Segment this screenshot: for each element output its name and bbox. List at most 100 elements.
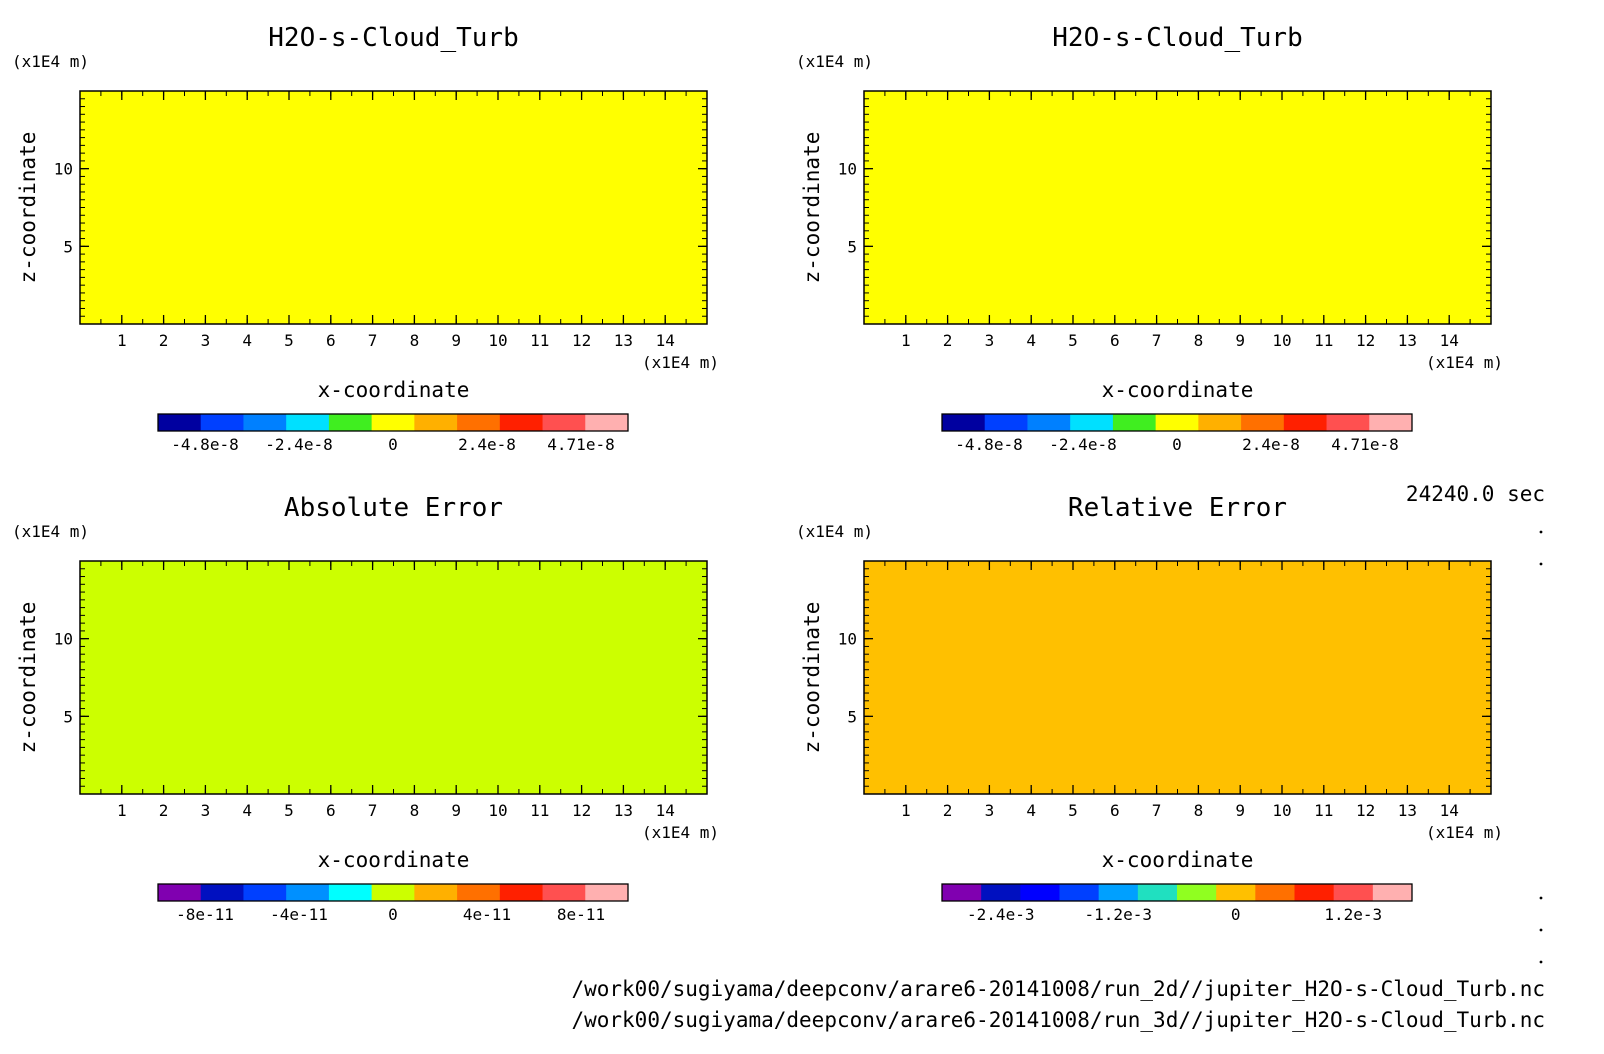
y-axis-label: z-coordinate [16,602,40,754]
colorbar-swatch [414,414,458,431]
colorbar-swatch [328,884,373,901]
x-tick-label: 3 [985,331,995,350]
x-tick-label: 4 [242,801,252,820]
x-axis-label: x-coordinate [1102,378,1254,402]
colorbar-swatch [1283,414,1328,431]
chart-panel-3: Absolute Error (x1E4 m) (x1E4 m) x-coordina… [12,493,719,924]
colorbar-label: -8e-11 [176,905,234,924]
x-tick-label: 10 [1272,331,1291,350]
y-axis-label: z-coordinate [16,132,40,284]
colorbar-swatch [585,884,629,901]
x-unit-label: (x1E4 m) [1426,823,1503,842]
margin-dot [1539,928,1543,932]
y-tick-label: 10 [838,630,857,649]
colorbar-swatch [243,414,287,431]
colorbar-swatch [942,884,982,901]
x-tick-label: 7 [1152,331,1162,350]
colorbar-label: 0 [1231,905,1241,924]
file-path-2: /work00/sugiyama/deepconv/arare6-2014100… [571,1008,1545,1032]
x-tick-label: 2 [159,331,169,350]
chart-panel-4: Relative Error (x1E4 m) (x1E4 m) x-coordina… [796,493,1503,924]
colorbar-swatch [200,884,244,901]
colorbar-label: 4.71e-8 [1331,435,1398,454]
x-tick-label: 9 [1235,331,1245,350]
plot-frame [79,560,708,795]
y-unit-label: (x1E4 m) [12,52,89,71]
x-tick-label: 5 [1068,331,1078,350]
x-tick-label: 2 [943,331,953,350]
x-tick-label: 7 [1152,801,1162,820]
y-tick-label: 10 [54,160,73,179]
colorbar-swatch [585,414,629,431]
y-unit-label: (x1E4 m) [796,52,873,71]
colorbar-swatch [1112,414,1157,431]
x-unit-label: (x1E4 m) [642,353,719,372]
x-tick-label: 12 [1356,801,1375,820]
colorbar-swatch [243,884,287,901]
colorbar-swatch [1369,414,1413,431]
x-tick-label: 6 [1110,331,1120,350]
x-tick-label: 4 [1026,801,1036,820]
x-tick-label: 8 [1194,331,1204,350]
colorbar-swatch [942,414,986,431]
colorbar-label: -4.8e-8 [171,435,238,454]
margin-dot [1539,530,1543,534]
colorbar-swatch [984,414,1028,431]
colorbar-swatch [499,884,544,901]
colorbar-swatch [1059,884,1100,901]
y-tick-label: 5 [847,237,857,256]
colorbar-label: 2.4e-8 [1242,435,1300,454]
colorbar-swatch [328,414,373,431]
y-axis-label: z-coordinate [800,602,824,754]
colorbar-swatch [1137,884,1178,901]
colorbar-swatch [981,884,1021,901]
x-tick-label: 9 [451,801,461,820]
plot-field [864,91,1491,324]
x-tick-label: 3 [201,331,211,350]
colorbar-swatch [1177,884,1217,901]
colorbar-frame [941,883,1413,902]
colorbar-label: 4.71e-8 [547,435,614,454]
margin-dot [1539,562,1543,566]
colorbar-label: -4e-11 [270,905,328,924]
colorbar-swatch [542,884,586,901]
x-tick-label: 6 [326,331,336,350]
x-tick-label: 6 [326,801,336,820]
colorbar-label: -2.4e-3 [967,905,1034,924]
x-tick-label: 5 [284,331,294,350]
chart-panel-2: H2O-s-Cloud_Turb (x1E4 m) (x1E4 m) x-coordi… [796,23,1503,454]
x-tick-label: 7 [368,801,378,820]
x-tick-label: 13 [1398,331,1417,350]
x-tick-label: 5 [1068,801,1078,820]
y-tick-label: 10 [838,160,857,179]
chart-title: Relative Error [1068,493,1287,523]
colorbar-swatch [1333,884,1374,901]
colorbar-swatch [1027,414,1071,431]
x-tick-label: 4 [242,331,252,350]
x-tick-label: 10 [1272,801,1291,820]
y-tick-label: 5 [63,237,73,256]
colorbar-swatch [371,884,415,901]
x-tick-label: 7 [368,331,378,350]
colorbar-swatch [457,884,501,901]
colorbar-label: 8e-11 [557,905,605,924]
colorbar-swatch [1241,414,1285,431]
colorbar-swatch [1198,414,1242,431]
colorbar-label: 4e-11 [463,905,511,924]
x-tick-label: 14 [1440,801,1459,820]
plot-field [80,561,707,794]
colorbar-frame [157,883,629,902]
x-tick-label: 10 [488,331,507,350]
x-unit-label: (x1E4 m) [642,823,719,842]
x-axis-label: x-coordinate [1102,848,1254,872]
x-tick-label: 1 [117,331,127,350]
colorbar-swatch [1020,884,1060,901]
colorbar-label: 2.4e-8 [458,435,516,454]
x-tick-label: 1 [117,801,127,820]
colorbar-swatch [1255,884,1295,901]
x-tick-label: 14 [1440,331,1459,350]
time-label: 24240.0 sec [1406,482,1545,506]
colorbar-label: -2.4e-8 [265,435,332,454]
x-tick-label: 2 [943,801,953,820]
x-tick-label: 9 [1235,801,1245,820]
